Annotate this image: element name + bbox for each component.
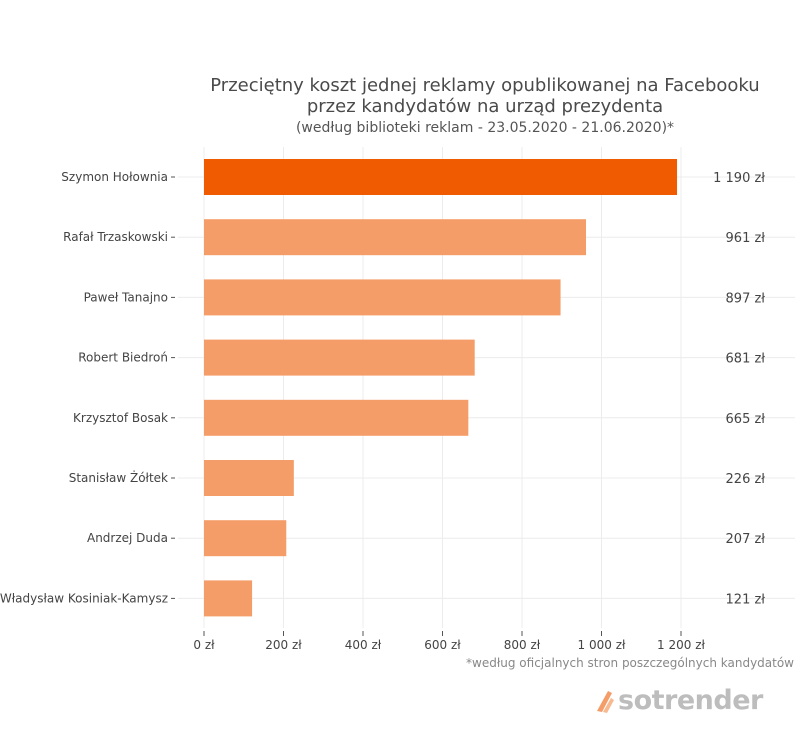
sotrender-logo-icon: [597, 691, 614, 713]
category-label: Andrzej Duda: [87, 531, 168, 545]
x-tick-label: 800 zł: [504, 638, 541, 652]
sotrender-logo-text: sotrender: [618, 684, 763, 716]
bar: [204, 460, 294, 496]
bar: [204, 399, 469, 436]
value-label: 226 zł: [726, 472, 766, 487]
category-label: Paweł Tanajno: [84, 290, 168, 304]
value-label: 665 zł: [726, 412, 766, 427]
x-tick-label: 200 zł: [265, 638, 302, 652]
value-label: 1 190 zł: [713, 171, 765, 186]
category-label: Władysław Kosiniak-Kamysz: [0, 591, 168, 605]
x-tick-label: 1 200 zł: [657, 638, 705, 652]
value-label: 961 zł: [726, 231, 766, 246]
category-label: Rafał Trzaskowski: [63, 230, 168, 244]
sotrender-logo: sotrender: [594, 680, 764, 720]
value-label: 121 zł: [726, 592, 766, 607]
category-label: Robert Biedroń: [78, 351, 168, 365]
x-tick-label: 600 zł: [424, 638, 461, 652]
value-label: 897 zł: [726, 291, 766, 306]
chart-subtitle: (według biblioteki reklam - 23.05.2020 -…: [295, 120, 675, 136]
chart-title-line-2: przez kandydatów na urząd prezydenta: [306, 96, 664, 117]
x-tick-label: 1 000 zł: [578, 638, 626, 652]
bar: [204, 279, 561, 316]
category-label: Stanisław Żółtek: [69, 470, 168, 485]
bar: [204, 339, 475, 376]
bar: [204, 219, 586, 256]
bar: [204, 159, 678, 195]
value-label: 207 zł: [726, 532, 766, 547]
x-tick-label: 400 zł: [345, 638, 382, 652]
chart-title-line-1: Przeciętny koszt jednej reklamy opubliko…: [210, 75, 760, 96]
footnote: *według oficjalnych stron poszczególnych…: [466, 656, 794, 670]
bar: [204, 520, 287, 557]
category-label: Szymon Hołownia: [61, 170, 168, 184]
bar-chart: Szymon Hołownia 1 190 zł Rafał Trzaskowski…: [0, 147, 795, 652]
bar: [204, 580, 253, 617]
x-tick-label: 0 zł: [193, 638, 215, 652]
category-label: Krzysztof Bosak: [73, 411, 168, 425]
value-label: 681 zł: [726, 352, 766, 367]
